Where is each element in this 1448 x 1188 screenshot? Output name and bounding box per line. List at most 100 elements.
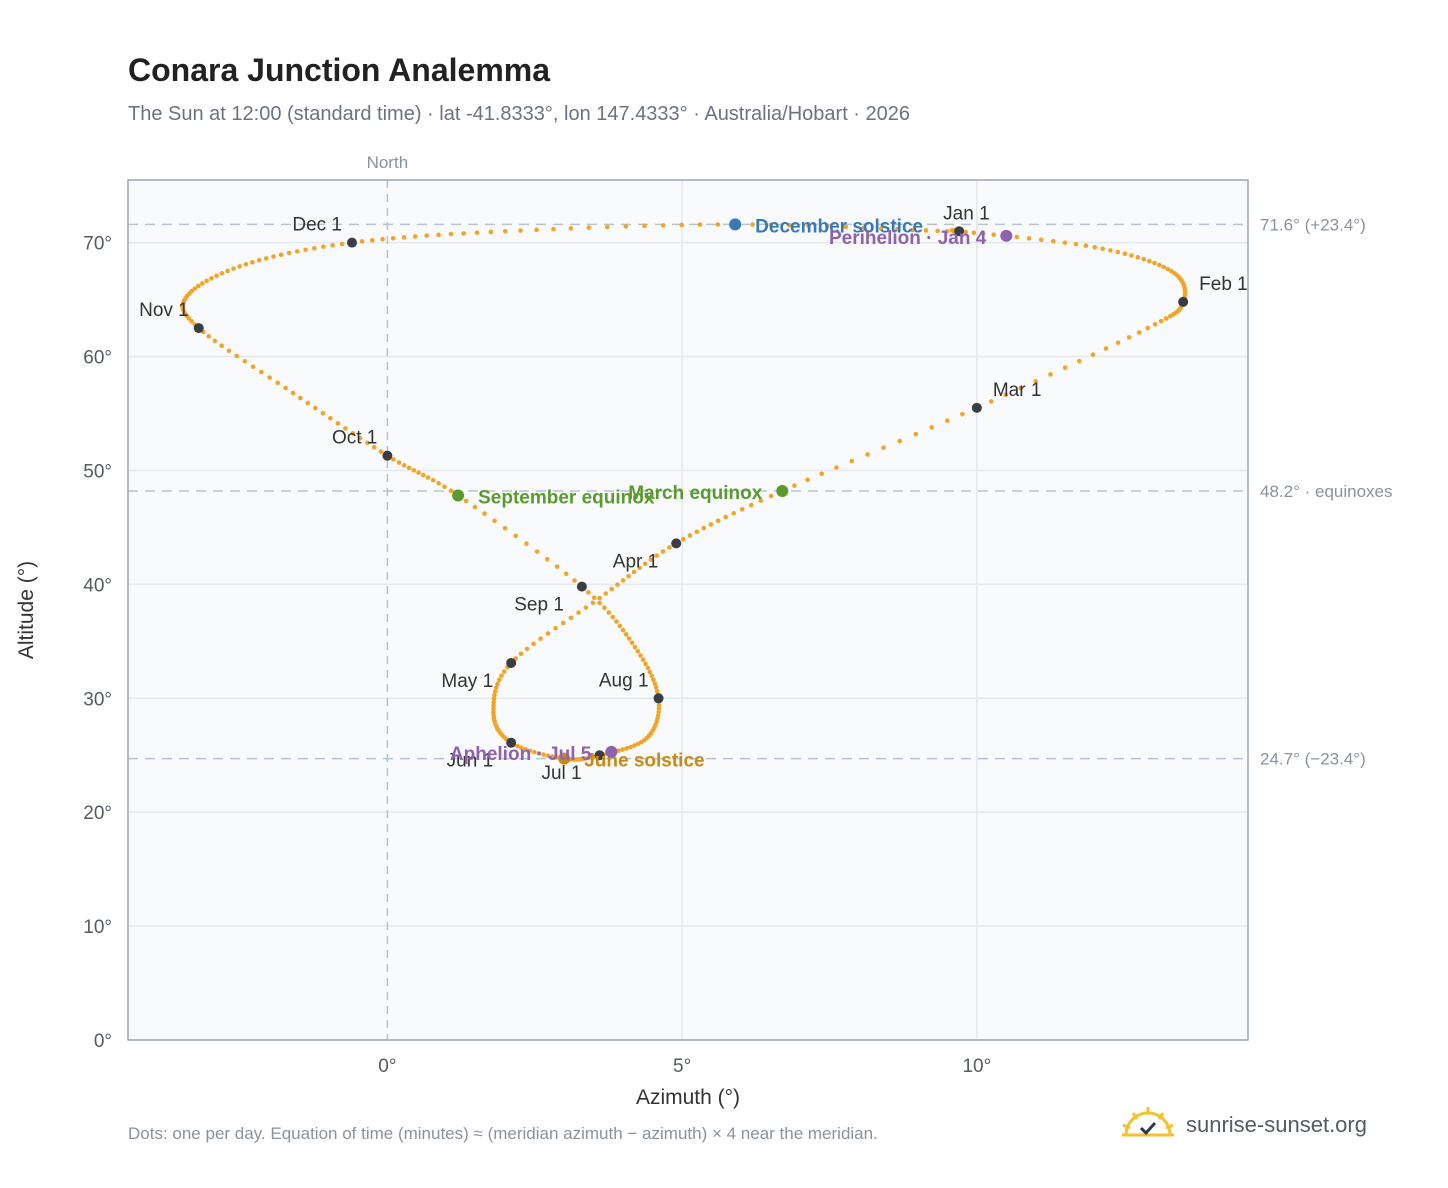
day-dot xyxy=(538,636,543,641)
day-dot xyxy=(1122,251,1128,257)
reference-line-label: 48.2° · equinoxes xyxy=(1260,482,1393,501)
day-dot xyxy=(645,665,651,671)
day-dot xyxy=(590,600,596,606)
day-dot xyxy=(1136,330,1142,335)
day-dot xyxy=(502,228,508,234)
day-dot xyxy=(204,278,210,284)
day-dot xyxy=(545,753,551,758)
day-dot xyxy=(553,625,558,631)
day-dot xyxy=(787,222,792,228)
day-dot xyxy=(343,426,348,431)
day-dot xyxy=(623,632,629,637)
day-dot xyxy=(1003,392,1009,398)
day-dot xyxy=(534,227,539,233)
reference-lines: North 71.6° (+23.4°) 48.2° · equinoxes 24.7… xyxy=(128,153,1393,1040)
day-dot xyxy=(550,754,555,759)
day-dot xyxy=(1048,372,1053,377)
day-dot xyxy=(290,390,296,396)
day-dot xyxy=(497,677,502,683)
day-dot xyxy=(499,673,504,679)
day-dot xyxy=(654,553,660,558)
day-dot xyxy=(687,533,693,538)
day-dot xyxy=(632,644,638,650)
month-marker-label: Feb 1 xyxy=(1199,274,1248,295)
day-dot xyxy=(339,241,345,247)
day-dot xyxy=(758,498,764,503)
meridian-label: North xyxy=(367,153,409,172)
day-dot xyxy=(748,502,754,508)
day-dot xyxy=(568,615,574,621)
day-dot xyxy=(861,225,867,231)
day-dot xyxy=(531,641,536,647)
day-dot xyxy=(591,595,597,601)
day-dot xyxy=(271,254,276,259)
day-dot xyxy=(1145,325,1151,331)
day-dot xyxy=(209,276,214,281)
day-dot xyxy=(1062,240,1068,245)
day-dot xyxy=(390,235,396,241)
day-dot xyxy=(849,458,855,464)
day-dot xyxy=(637,565,642,571)
day-dot xyxy=(708,522,714,527)
event-label: March equinox xyxy=(628,483,763,504)
y-tick-label: 50° xyxy=(83,461,112,482)
x-tick-label: 10° xyxy=(962,1056,991,1077)
day-dot xyxy=(219,343,224,348)
day-dot xyxy=(448,488,454,494)
event-marker xyxy=(1000,229,1013,242)
day-dot xyxy=(243,261,249,267)
day-dot xyxy=(544,556,550,562)
day-dot xyxy=(606,610,612,615)
day-dot xyxy=(237,264,242,269)
day-dot xyxy=(1018,385,1023,391)
day-dot xyxy=(256,257,262,263)
chart-title: Conara Junction Analemma xyxy=(128,52,551,88)
day-dot xyxy=(448,231,454,237)
day-dot xyxy=(488,229,494,235)
day-dot xyxy=(768,493,774,499)
day-dot xyxy=(534,549,540,554)
event-marker xyxy=(776,484,789,497)
day-dot xyxy=(694,529,700,535)
day-dot xyxy=(586,225,592,230)
day-dot xyxy=(294,249,300,254)
day-dot xyxy=(609,586,615,592)
day-dot xyxy=(768,222,774,228)
month-marker-label: Mar 1 xyxy=(993,380,1042,401)
day-dot xyxy=(945,228,950,234)
day-dot xyxy=(697,222,703,227)
day-dot xyxy=(648,557,654,562)
month-marker xyxy=(971,402,982,413)
axes: 0° 10° 20° 30° 40° 50° 60° 70° 0° 5° 10° xyxy=(83,234,991,1077)
day-dot xyxy=(945,418,950,424)
day-dot xyxy=(524,541,529,547)
day-dot xyxy=(1103,346,1109,351)
footnote: Dots: one per day. Equation of time (min… xyxy=(128,1124,878,1143)
day-dot xyxy=(1147,258,1152,264)
day-dot xyxy=(623,224,629,229)
day-dot xyxy=(679,222,685,228)
day-dot xyxy=(442,484,447,490)
month-marker-label: May 1 xyxy=(441,671,493,692)
brand-text[interactable]: sunrise-sunset.org xyxy=(1186,1112,1367,1137)
day-dot xyxy=(1077,358,1082,364)
brand[interactable]: sunrise-sunset.org xyxy=(1120,1100,1367,1150)
y-tick-label: 40° xyxy=(83,575,112,596)
day-dot xyxy=(250,364,256,369)
day-dot xyxy=(482,511,487,516)
day-dot xyxy=(219,271,225,276)
day-dot xyxy=(935,228,940,234)
day-dot xyxy=(531,749,537,755)
month-marker xyxy=(594,750,605,761)
day-dot xyxy=(491,703,496,708)
day-dot xyxy=(259,369,264,375)
day-dot xyxy=(369,237,375,243)
day-dot xyxy=(626,636,632,641)
month-marker-label: Sep 1 xyxy=(514,595,564,616)
day-dot xyxy=(617,623,623,629)
day-dot xyxy=(649,673,655,679)
day-dot xyxy=(963,229,968,235)
day-dot xyxy=(298,395,303,401)
day-dot xyxy=(865,452,870,457)
month-markers: Jan 1 Feb 1 Mar 1 Apr 1 May 1 Jun 1 Jul 1 Aug 1… xyxy=(139,203,1248,784)
